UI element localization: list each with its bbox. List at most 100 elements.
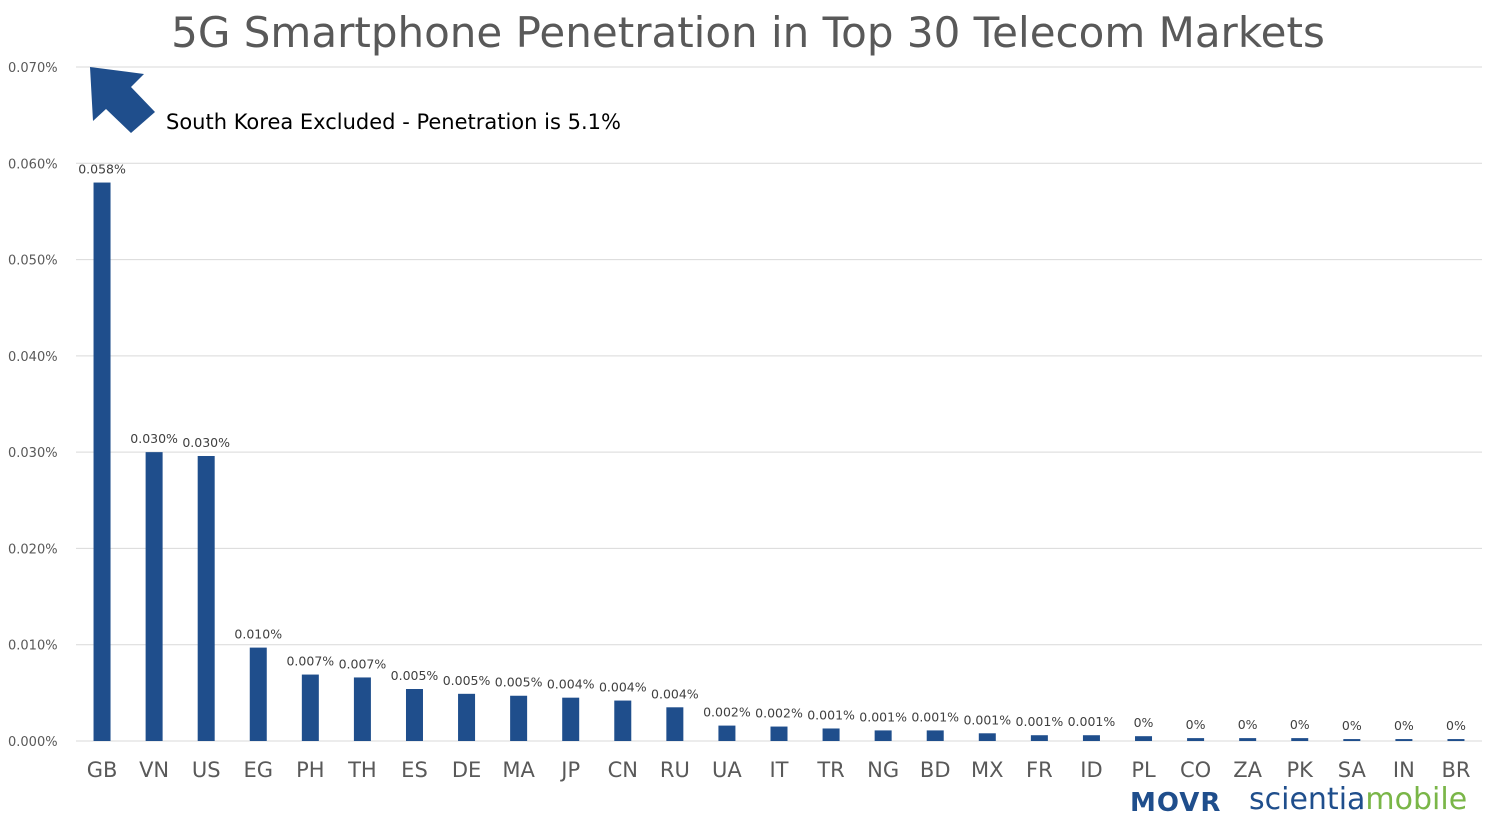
x-tick-label: JP	[559, 758, 580, 782]
x-tick-label: FR	[1026, 758, 1053, 782]
bar-us	[197, 455, 215, 741]
x-tick-label: US	[192, 758, 221, 782]
bars	[93, 182, 1465, 742]
x-tick-label: RU	[660, 758, 690, 782]
data-label: 0.007%	[286, 654, 334, 669]
bar-sa	[1343, 739, 1361, 741]
bar-cn	[614, 700, 632, 741]
x-tick-label: TH	[347, 758, 377, 782]
x-tick-label: IN	[1393, 758, 1415, 782]
x-tick-label: CN	[608, 758, 638, 782]
x-tick-label: GB	[87, 758, 118, 782]
x-tick-label: PH	[296, 758, 324, 782]
data-label: 0.001%	[911, 709, 959, 724]
data-label: 0.030%	[182, 435, 230, 450]
scientia-text: scientia	[1249, 782, 1366, 817]
bar-ma	[510, 695, 528, 741]
data-label: 0%	[1342, 718, 1362, 733]
data-label: 0.001%	[807, 707, 855, 722]
bar-za	[1239, 738, 1257, 741]
bar-bd	[926, 730, 944, 741]
bar-tr	[822, 728, 840, 741]
y-tick-label: 0.030%	[8, 446, 58, 461]
mobile-text: mobile	[1365, 782, 1468, 817]
data-label: 0.010%	[234, 627, 282, 642]
bar-br	[1447, 739, 1465, 741]
data-label: 0.004%	[599, 680, 647, 695]
data-label: 0.001%	[963, 712, 1011, 727]
grid-lines	[76, 66, 1482, 742]
y-tick-label: 0.060%	[8, 157, 58, 172]
x-tick-label: ZA	[1233, 758, 1262, 782]
data-label: 0.001%	[859, 709, 907, 724]
bar-fr	[1030, 735, 1048, 741]
x-tick-label: ID	[1080, 758, 1102, 782]
bar-es	[405, 689, 423, 741]
data-labels: 0.058% 0.030% 0.030% 0.010% 0.007% 0.007% 0.00…	[78, 162, 1466, 734]
bar-ua	[718, 725, 736, 741]
data-label: 0%	[1446, 718, 1466, 733]
data-label: 0.030%	[130, 431, 178, 446]
data-label: 0.004%	[547, 677, 595, 692]
bar-de	[458, 693, 476, 741]
y-tick-label: 0.020%	[8, 542, 58, 557]
data-label: 0%	[1134, 715, 1154, 730]
bar-in	[1395, 739, 1413, 741]
movr-logo: MOVR	[1130, 788, 1222, 818]
bar-it	[770, 726, 788, 741]
y-tick-labels: 0.000% 0.010% 0.020% 0.030% 0.040% 0.050% 0.06…	[8, 61, 58, 750]
x-tick-label: MA	[502, 758, 535, 782]
x-tick-label: IT	[769, 758, 788, 782]
data-label: 0.005%	[443, 673, 491, 688]
data-label: 0%	[1394, 718, 1414, 733]
bar-gb	[93, 182, 111, 742]
data-label: 0.005%	[495, 675, 543, 690]
x-tick-label: SA	[1338, 758, 1367, 782]
x-tick-label: BR	[1441, 758, 1470, 782]
x-tick-label: NG	[867, 758, 899, 782]
x-tick-label: UA	[712, 758, 742, 782]
chart-annotation: South Korea Excluded - Penetration is 5.…	[166, 110, 621, 134]
x-tick-label: ES	[401, 758, 428, 782]
bar-pl	[1135, 736, 1153, 741]
bar-pk	[1291, 738, 1309, 741]
data-label: 0.004%	[651, 686, 699, 701]
data-label: 0%	[1290, 717, 1310, 732]
x-tick-label: PK	[1287, 758, 1315, 782]
data-label: 0%	[1186, 717, 1206, 732]
x-tick-label: VN	[139, 758, 169, 782]
data-label: 0.001%	[1016, 714, 1064, 729]
bar-ru	[666, 707, 684, 741]
bar-th	[353, 677, 371, 741]
arrow-icon	[90, 67, 155, 133]
bar-co	[1187, 738, 1205, 741]
x-tick-labels: GB VN US EG PH TH ES DE MA JP CN RU UA IT TR NG BD MX FR ID…	[87, 758, 1471, 782]
data-label: 0.002%	[755, 706, 803, 721]
y-tick-label: 0.050%	[8, 254, 58, 269]
x-tick-label: MX	[971, 758, 1004, 782]
y-tick-label: 0.070%	[8, 61, 58, 76]
y-tick-label: 0.000%	[8, 735, 58, 750]
bar-eg	[249, 647, 267, 741]
bar-ng	[874, 730, 892, 741]
scientiamobile-logo: scientiamobile	[1249, 782, 1467, 817]
x-tick-label: DE	[452, 758, 481, 782]
x-tick-label: PL	[1131, 758, 1156, 782]
y-tick-label: 0.010%	[8, 639, 58, 654]
x-tick-label: EG	[243, 758, 273, 782]
bar-id	[1082, 735, 1100, 741]
bar-jp	[562, 697, 580, 741]
data-label: 0.007%	[339, 656, 387, 671]
arrow-up-left-icon	[90, 67, 155, 133]
x-tick-label: BD	[920, 758, 951, 782]
chart-title: 5G Smartphone Penetration in Top 30 Tele…	[171, 8, 1325, 57]
data-label: 0.002%	[703, 705, 751, 720]
data-label: 0.005%	[391, 668, 439, 683]
bar-vn	[145, 452, 163, 741]
x-tick-label: CO	[1180, 758, 1211, 782]
data-label: 0.001%	[1068, 714, 1116, 729]
y-tick-label: 0.040%	[8, 350, 58, 365]
x-tick-label: TR	[816, 758, 844, 782]
